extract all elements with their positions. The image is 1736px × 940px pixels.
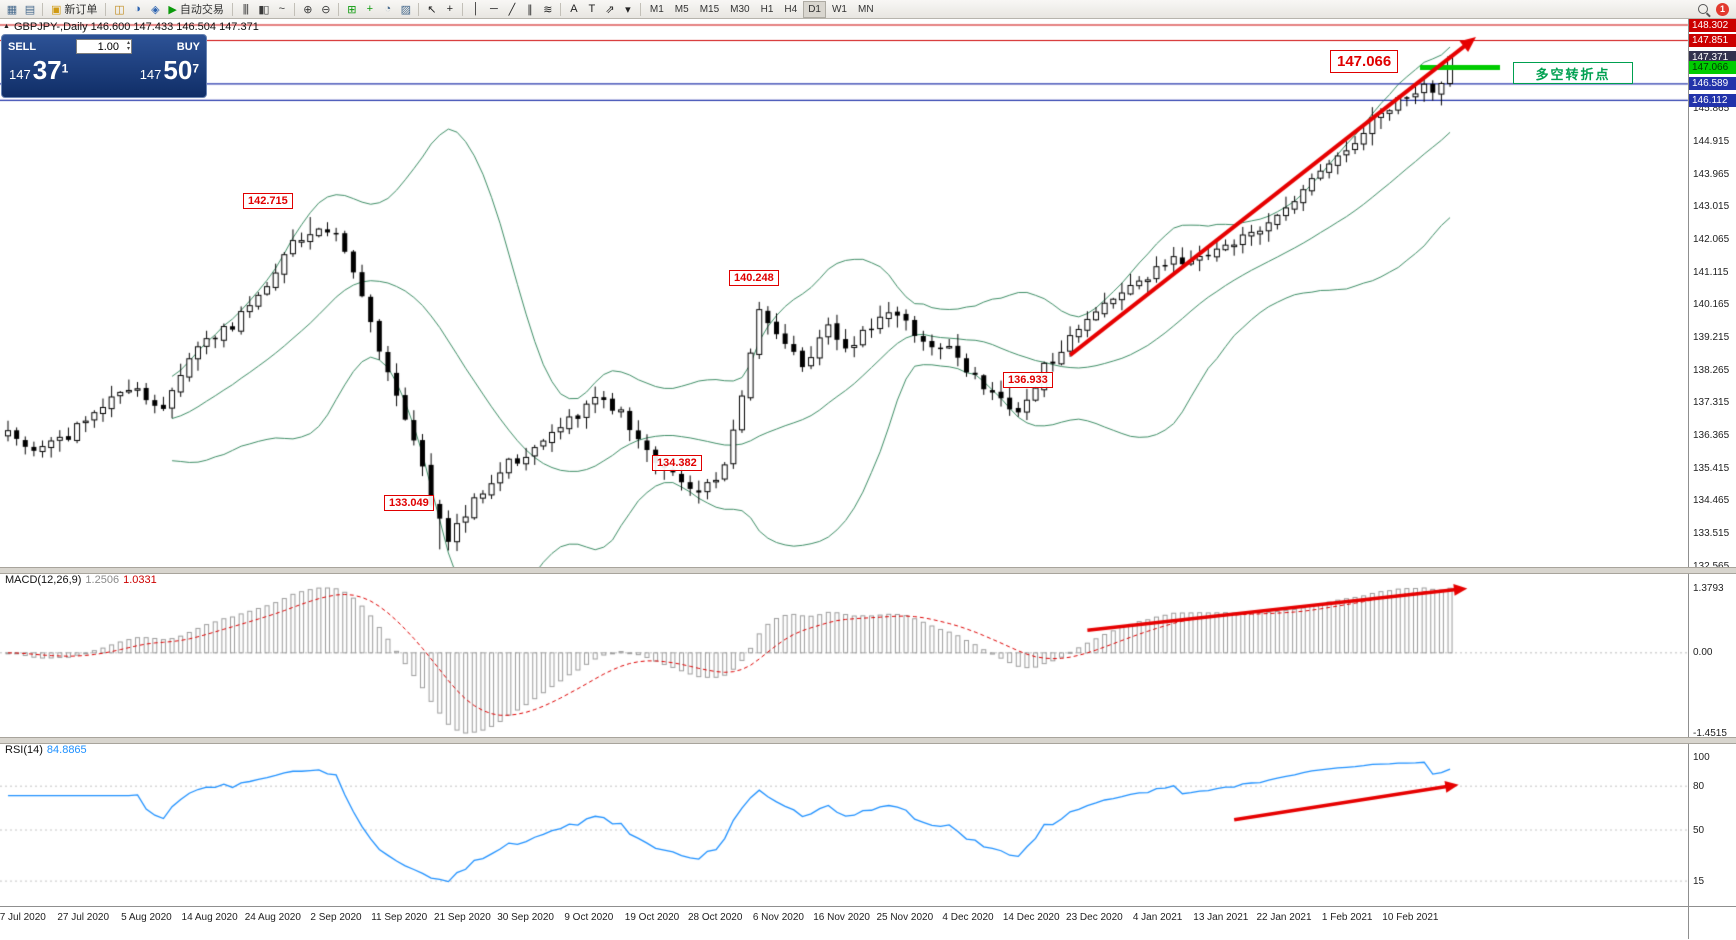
toolbar-separator bbox=[337, 2, 339, 16]
zoom-out-icon[interactable]: ⊖ bbox=[321, 3, 330, 16]
chart-profiles-icon[interactable]: ▤ bbox=[24, 3, 35, 16]
periods-icon[interactable]: ◔ bbox=[384, 3, 392, 15]
toolbar-separator bbox=[461, 2, 463, 16]
buy-price-sup: 7 bbox=[192, 61, 199, 76]
magnifier-glyph bbox=[1697, 4, 1708, 14]
sell-price-sup: 1 bbox=[61, 61, 69, 76]
panel-separator[interactable] bbox=[0, 737, 1736, 744]
vertical-line-icon[interactable]: │ bbox=[472, 3, 479, 15]
toolbar-separator bbox=[559, 2, 561, 16]
spinner-up-icon[interactable]: ▴ bbox=[126, 40, 130, 46]
timeframe-d1[interactable]: D1 bbox=[803, 0, 826, 18]
sell-button[interactable]: SELL bbox=[8, 40, 37, 53]
new-order-icon: ▣ bbox=[51, 3, 62, 16]
data-window-icon[interactable]: ◑ bbox=[134, 3, 141, 15]
candlestick-icon[interactable]: ▮▯ bbox=[258, 3, 269, 16]
rsi-value: 84.8865 bbox=[46, 744, 87, 756]
sell-price[interactable]: 147371 bbox=[9, 55, 69, 85]
autotrade-icon: ▶ bbox=[168, 3, 177, 16]
timeframe-w1[interactable]: W1 bbox=[831, 3, 847, 15]
time-axis[interactable] bbox=[0, 906, 1736, 940]
channel-icon[interactable]: ∥ bbox=[527, 3, 533, 16]
macd-main-value: 1.2506 bbox=[85, 574, 120, 586]
bar-chart-icon[interactable]: ||| bbox=[242, 3, 250, 15]
volume-control: 1.00 ▴ ▾ bbox=[60, 39, 148, 54]
volume-value: 1.00 bbox=[97, 40, 119, 53]
toolbar-separator bbox=[417, 2, 419, 16]
templates-icon[interactable]: ▨ bbox=[400, 3, 411, 16]
timeframe-m15[interactable]: M15 bbox=[699, 3, 720, 15]
timeframe-mn[interactable]: MN bbox=[857, 3, 874, 15]
new-chart-icon[interactable]: ▦ bbox=[6, 3, 17, 16]
horizontal-line-icon[interactable]: ─ bbox=[489, 3, 498, 15]
collapse-arrow-icon[interactable]: ▲ bbox=[3, 23, 10, 30]
turning-point-annotation: 多空转折点 bbox=[1513, 62, 1633, 84]
rsi-indicator-label: RSI(14) 84.8865 bbox=[5, 744, 87, 756]
indicators-icon[interactable]: + bbox=[366, 3, 373, 15]
one-click-trading-panel: SELL 1.00 ▴ ▾ BUY 147371 147507 bbox=[1, 34, 207, 98]
volume-input[interactable]: 1.00 ▴ ▾ bbox=[76, 39, 132, 54]
panel-separator[interactable] bbox=[0, 567, 1736, 574]
autotrade-button[interactable]: ▶ 自动交易 bbox=[164, 1, 227, 17]
macd-signal-value: 1.0331 bbox=[123, 574, 157, 586]
crosshair-icon[interactable]: + bbox=[446, 3, 453, 15]
buy-button[interactable]: BUY bbox=[176, 40, 200, 53]
buy-price[interactable]: 147507 bbox=[139, 55, 199, 85]
arrows-icon[interactable]: ⇗ bbox=[605, 3, 614, 16]
sell-price-big: 37 bbox=[32, 55, 62, 85]
toolbar-separator bbox=[639, 2, 641, 16]
toolbar: ▦ ▤ ▣ 新订单 ◫ ◑ ◈ ▶ 自动交易 ||| ▮▯ ~ ⊕ ⊖ ⊞ + ◔ ▨ ↖ + │ ─ ╱ ∥ ≋ A T ⇗ ▾ M1 M… bbox=[0, 0, 1736, 19]
notification-badge[interactable]: 1 bbox=[1716, 2, 1729, 16]
buy-price-big: 50 bbox=[163, 55, 193, 85]
spinner-down-icon[interactable]: ▾ bbox=[126, 46, 130, 52]
toolbar-separator bbox=[293, 2, 295, 16]
new-order-button[interactable]: ▣ 新订单 bbox=[47, 1, 101, 17]
toolbar-separator bbox=[105, 2, 107, 16]
timeframe-m30[interactable]: M30 bbox=[730, 3, 750, 15]
cursor-icon[interactable]: ↖ bbox=[427, 3, 436, 16]
toolbar-separator bbox=[42, 2, 43, 16]
timeframe-m5[interactable]: M5 bbox=[674, 3, 689, 15]
zoom-in-icon[interactable]: ⊕ bbox=[303, 3, 312, 16]
dropdown-icon[interactable]: ▾ bbox=[625, 3, 631, 16]
navigator-icon[interactable]: ◈ bbox=[151, 3, 159, 16]
rsi-name: RSI(14) bbox=[5, 744, 43, 756]
text-icon[interactable]: A bbox=[570, 3, 577, 15]
price-axis[interactable] bbox=[1688, 19, 1689, 939]
trendline-icon[interactable]: ╱ bbox=[508, 3, 516, 16]
new-order-button-label: 新订单 bbox=[64, 4, 98, 16]
volume-spinner[interactable]: ▴ ▾ bbox=[127, 40, 130, 52]
macd-name: MACD(12,26,9) bbox=[5, 574, 82, 586]
toolbar-separator bbox=[231, 2, 233, 16]
timeframe-m1[interactable]: M1 bbox=[649, 3, 664, 15]
autotrade-button-label: 自动交易 bbox=[179, 4, 224, 16]
search-icon[interactable] bbox=[1694, 1, 1711, 17]
macd-indicator-label: MACD(12,26,9) 1.2506 1.0331 bbox=[5, 574, 157, 586]
timeframe-h4[interactable]: H4 bbox=[784, 3, 798, 15]
timeframe-h1[interactable]: H1 bbox=[760, 3, 774, 15]
line-chart-icon[interactable]: ~ bbox=[278, 3, 285, 15]
label-icon[interactable]: T bbox=[588, 3, 596, 15]
fibonacci-icon[interactable]: ≋ bbox=[543, 3, 552, 16]
tile-windows-icon[interactable]: ⊞ bbox=[347, 3, 356, 16]
market-watch-icon[interactable]: ◫ bbox=[114, 3, 124, 16]
symbol-ohlc-info: GBPJPY-,Daily 146.600 147.433 146.504 14… bbox=[14, 21, 259, 33]
sell-price-prefix: 147 bbox=[9, 67, 31, 82]
buy-price-prefix: 147 bbox=[139, 67, 162, 82]
